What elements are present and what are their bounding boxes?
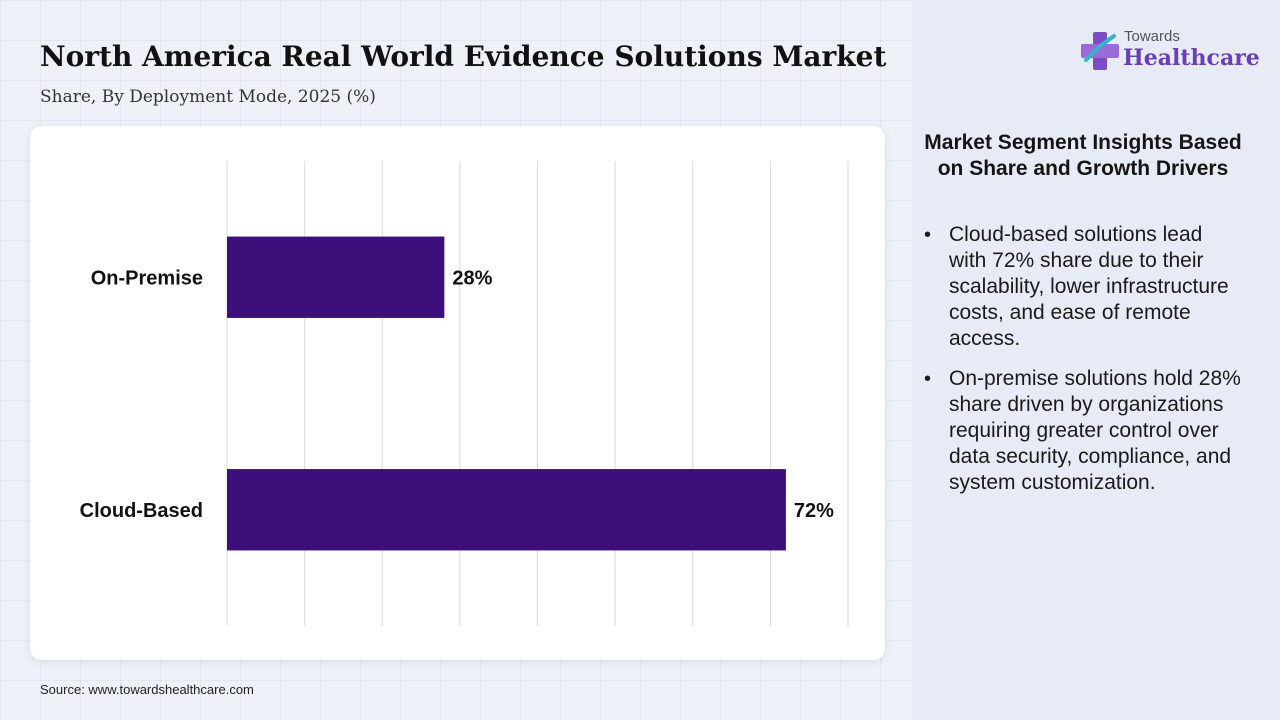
insight-item: • Cloud-based solutions lead with 72% sh…	[922, 222, 1242, 352]
insights-title: Market Segment Insights Based on Share a…	[924, 131, 1242, 180]
value-label: 72%	[794, 500, 834, 522]
insight-text: On-premise solutions hold 28% share driv…	[949, 367, 1241, 494]
logo-text-healthcare: Healthcare	[1123, 45, 1260, 71]
source-note: Source: www.towardshealthcare.com	[40, 682, 254, 697]
logo-text-towards: Towards	[1124, 28, 1180, 45]
bar	[227, 236, 445, 318]
insights-panel	[912, 0, 1280, 720]
insight-item: • On-premise solutions hold 28% share dr…	[922, 366, 1242, 496]
insights-list: • Cloud-based solutions lead with 72% sh…	[922, 222, 1242, 510]
bar-chart: On-Premise 28% Cloud-Based 72%	[80, 161, 849, 626]
bullet-icon: •	[924, 368, 932, 390]
insight-text: Cloud-based solutions lead with 72% shar…	[949, 223, 1229, 350]
chart-card: On-Premise 28% Cloud-Based 72%	[30, 126, 885, 660]
category-label: On-Premise	[91, 267, 203, 289]
brand-logo: Towards Healthcare	[1080, 28, 1260, 78]
category-label: Cloud-Based	[80, 500, 203, 522]
medical-cross-icon	[1081, 32, 1119, 70]
value-label: 28%	[452, 267, 492, 289]
page-title: North America Real World Evidence Soluti…	[40, 40, 887, 73]
bullet-icon: •	[924, 224, 932, 246]
page-subtitle: Share, By Deployment Mode, 2025 (%)	[40, 87, 376, 107]
bar	[227, 469, 786, 551]
